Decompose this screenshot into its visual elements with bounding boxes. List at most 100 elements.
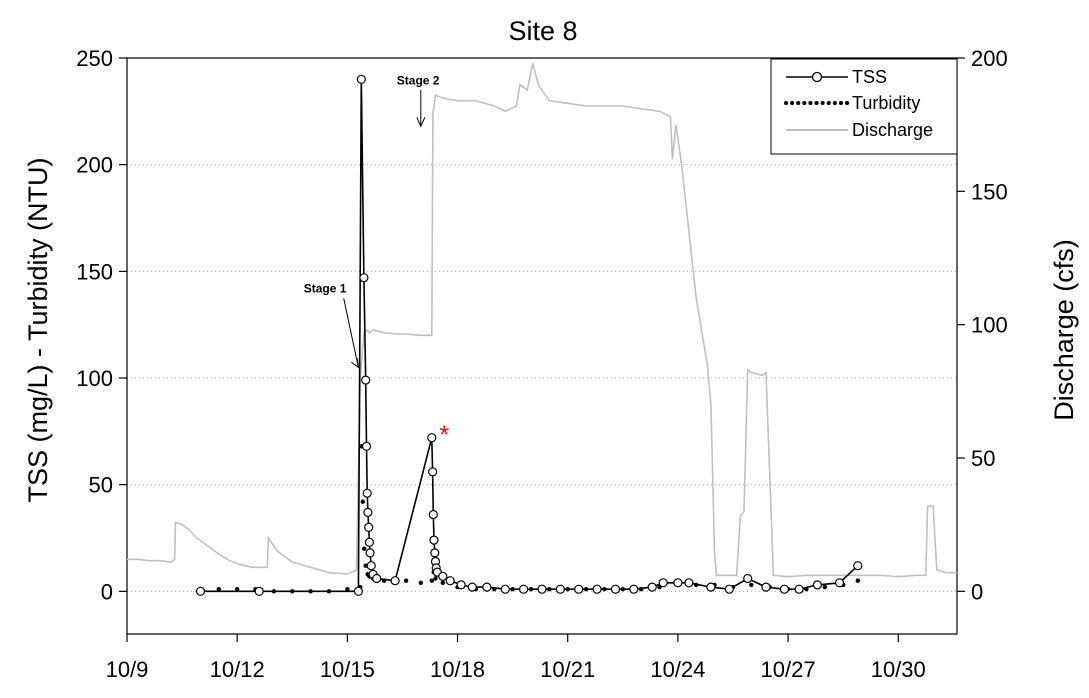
y-axis-left: 0 50 100 150 200 250 — [76, 46, 127, 604]
tss-point — [684, 578, 694, 588]
tss-point — [574, 584, 584, 594]
legend-tss-marker — [811, 71, 823, 83]
tss-point — [428, 509, 438, 520]
x-tick-label: 10/27 — [761, 657, 816, 682]
stage-1-arrowhead — [351, 358, 359, 369]
legend-discharge-label: Discharge — [852, 120, 933, 140]
stage-2-label: Stage 2 — [397, 73, 440, 87]
tss-point — [658, 578, 668, 588]
discharge-series — [127, 63, 957, 578]
plot-frame — [126, 57, 958, 635]
turbidity-series — [198, 444, 860, 594]
legend-box — [770, 58, 958, 155]
x-tick-label: 10/24 — [650, 657, 705, 682]
tss-point — [195, 586, 206, 596]
tss-point — [610, 584, 621, 594]
y-axis-left-label: TSS (mg/L) - Turbidity (NTU) — [23, 157, 53, 502]
tss-point — [834, 578, 845, 588]
tss-point — [438, 571, 448, 582]
tss-point — [673, 578, 683, 588]
turbidity-point — [345, 587, 350, 592]
y-left-tick-label: 50 — [89, 473, 113, 498]
turbidity-point — [418, 580, 423, 585]
tss-point — [647, 582, 657, 592]
tss-point — [362, 488, 372, 498]
tss-point — [356, 74, 366, 84]
tss-point — [359, 273, 369, 283]
turbidity-point — [216, 587, 221, 592]
legend-tss-label: TSS — [852, 67, 887, 87]
tss-point — [361, 441, 372, 451]
y-right-tick-label: 0 — [971, 579, 983, 604]
y-right-tick-label: 150 — [971, 179, 1008, 204]
y-axis-right-label: Discharge (cfs) — [1049, 239, 1079, 421]
y-axis-right: 0 50 100 150 200 — [957, 46, 1008, 604]
tss-point — [592, 584, 602, 594]
turbidity-point — [749, 582, 754, 588]
tss-point — [467, 582, 477, 592]
annotations: Stage 1 Stage 2 * — [304, 73, 450, 449]
turbidity-point — [440, 580, 445, 585]
tss-point — [629, 584, 639, 594]
tss-point — [361, 375, 371, 385]
turbidity-point — [855, 578, 860, 583]
turbidity-point — [235, 587, 240, 592]
x-tick-label: 10/18 — [430, 657, 485, 682]
tss-point — [482, 582, 492, 592]
tss-point — [364, 522, 374, 532]
tss-point — [372, 573, 382, 584]
turbidity-point — [429, 578, 434, 583]
y-left-tick-label: 0 — [101, 579, 113, 604]
legend-turbidity-label: Turbidity — [852, 93, 920, 113]
tss-point — [430, 548, 440, 558]
tss-point — [390, 576, 400, 586]
tss-point — [366, 561, 376, 571]
y-right-tick-label: 100 — [971, 313, 1008, 338]
y-left-tick-label: 250 — [76, 46, 113, 71]
stage-2-arrowhead — [416, 117, 426, 128]
y-left-tick-label: 150 — [76, 259, 113, 284]
tss-point — [537, 584, 547, 594]
x-tick-label: 10/9 — [106, 657, 149, 682]
tss-point — [518, 584, 529, 594]
tss-point — [456, 580, 466, 590]
tss-point — [555, 584, 566, 594]
tss-point — [254, 586, 264, 596]
asterisk-mark: * — [439, 419, 449, 449]
tss-point — [794, 584, 804, 594]
tss-point — [779, 584, 790, 594]
tss-point — [743, 573, 753, 584]
x-tick-label: 10/15 — [320, 657, 375, 682]
x-tick-label: 10/30 — [871, 657, 926, 682]
tss-point — [365, 548, 375, 558]
tss-line — [200, 79, 859, 593]
chart-title: Site 8 — [508, 16, 577, 46]
x-tick-label: 10/21 — [540, 657, 595, 682]
tss-point — [353, 586, 363, 596]
turbidity-point — [433, 576, 438, 581]
turbidity-point — [822, 584, 827, 590]
tss-series — [195, 74, 863, 596]
tss-point — [364, 537, 374, 547]
turbidity-point — [362, 546, 367, 551]
tss-point — [427, 433, 437, 443]
turbidity-point — [360, 499, 365, 504]
tss-point — [445, 576, 455, 586]
turbidity-point — [403, 578, 409, 583]
x-tick-label: 10/12 — [210, 657, 265, 682]
tss-point — [363, 507, 373, 518]
tss-point — [706, 582, 716, 592]
y-left-tick-label: 100 — [76, 366, 113, 391]
y-right-tick-label: 50 — [971, 446, 995, 471]
tss-point — [500, 584, 510, 594]
stage-1-arrow — [343, 298, 359, 368]
tss-point — [761, 582, 771, 592]
x-axis: 10/9 10/12 10/15 10/18 10/21 10/24 10/27 10/30 — [106, 634, 926, 682]
discharge-line — [127, 63, 957, 578]
legend: TSS Turbidity Discharge — [770, 58, 958, 155]
tss-point — [812, 580, 823, 590]
tss-point — [724, 584, 734, 594]
tss-point — [429, 535, 439, 545]
y-left-tick-label: 200 — [76, 153, 113, 178]
